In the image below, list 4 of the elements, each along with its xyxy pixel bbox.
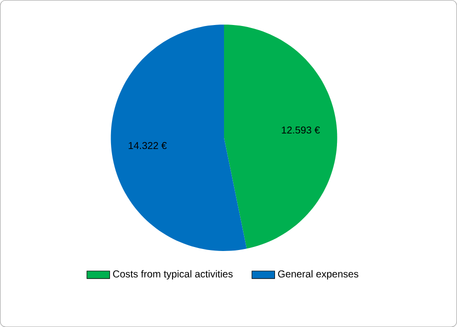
- legend-label: General expenses: [278, 270, 358, 280]
- data-label: 12.593 €: [282, 126, 320, 134]
- data-label: 14.322 €: [128, 142, 167, 149]
- legend-label: Costs from typical activities: [113, 270, 233, 280]
